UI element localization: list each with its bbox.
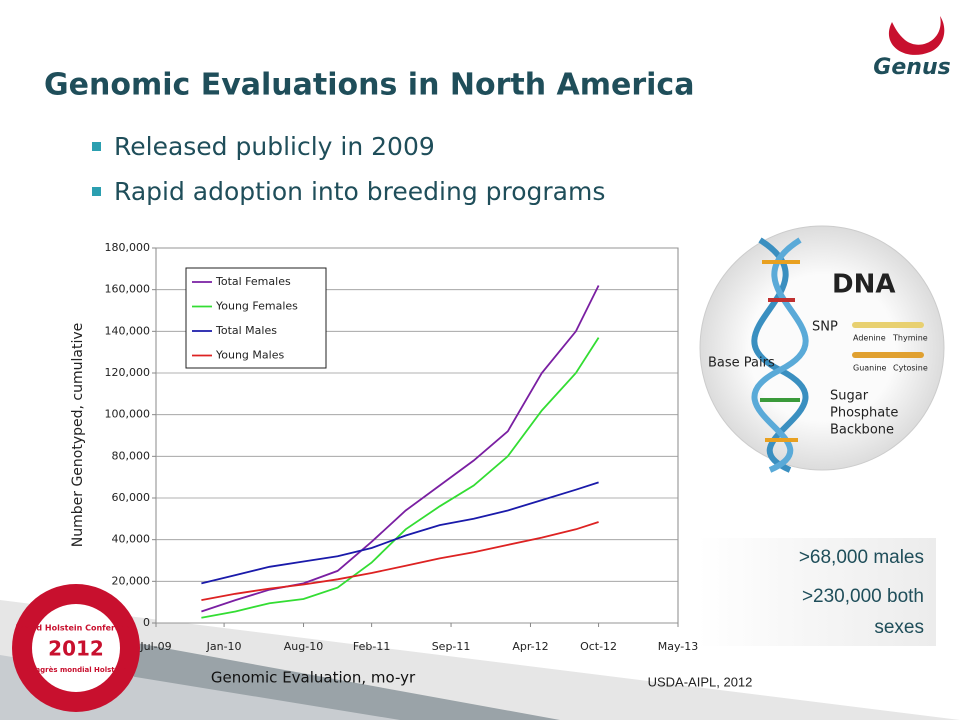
x-tick-label: Sep-11 [432, 640, 471, 653]
slide-title: Genomic Evaluations in North America [44, 68, 694, 103]
legend-label: Young Males [215, 349, 284, 362]
logo-text: Genus [873, 55, 950, 80]
x-tick-label: Jan-10 [206, 640, 242, 653]
bullet: Released publicly in 2009 [114, 132, 435, 161]
y-tick-label: 0 [143, 616, 150, 629]
y-axis-label: Number Genotyped, cumulative [70, 323, 86, 547]
logo-center [32, 604, 120, 692]
y-tick-label: 60,000 [112, 491, 151, 504]
dna-label: Thymine [892, 334, 928, 343]
x-tick-label: Oct-12 [580, 640, 617, 653]
dna-label: SNP [812, 320, 838, 335]
dna-circle [699, 225, 945, 471]
dna-label: Guanine [853, 364, 887, 373]
legend-label: Total Males [215, 324, 277, 337]
y-tick-label: 40,000 [112, 533, 151, 546]
source: USDA-AIPL, 2012 [648, 674, 753, 689]
logo-arc [888, 16, 945, 55]
series-line [201, 337, 600, 619]
bullet-marker [92, 187, 101, 196]
x-axis-label: Genomic Evaluation, mo-yr [211, 669, 416, 687]
x-tick-label: May-13 [658, 640, 699, 653]
base-bar [852, 322, 924, 328]
bullet-marker [92, 142, 101, 151]
legend-label: Young Females [215, 300, 298, 313]
legend-label: Total Females [215, 275, 291, 288]
logo-text: World Holstein Conference [16, 624, 137, 633]
x-tick-label: Jul-09 [139, 640, 171, 653]
x-tick-label: Feb-11 [353, 640, 390, 653]
dna-label: Base Pairs [708, 356, 775, 371]
series-line [201, 285, 600, 613]
x-tick-label: Aug-10 [284, 640, 323, 653]
base-bar [852, 352, 924, 358]
bullet: Rapid adoption into breeding programs [114, 177, 605, 206]
dna-figure: DNA SNP Base Pairs Adenine Thymine Guani… [699, 225, 945, 473]
y-tick-label: 120,000 [105, 366, 151, 379]
logo-year: 2012 [48, 637, 104, 661]
legend-box [185, 267, 327, 369]
y-tick-label: 20,000 [112, 574, 151, 587]
dna-label: Cytosine [893, 364, 928, 373]
conference-logo: World Holstein Conference 2012 Congrès m… [12, 584, 140, 712]
y-tick-label: 140,000 [105, 324, 151, 337]
dna-label: Sugar [830, 389, 869, 404]
callout-text: >230,000 both [802, 586, 924, 607]
series-line [201, 481, 599, 585]
logo-text: Congrès mondial Holstein [25, 666, 127, 674]
x-tick-label: Apr-12 [512, 640, 548, 653]
series-line [201, 521, 599, 601]
y-tick-label: 180,000 [105, 241, 151, 254]
y-tick-label: 80,000 [112, 449, 151, 462]
y-tick-label: 160,000 [105, 283, 151, 296]
callout-text: >68,000 males [799, 547, 924, 568]
callout-text: sexes [874, 617, 924, 638]
dna-title: DNA [832, 270, 895, 300]
y-tick-label: 100,000 [105, 408, 151, 421]
dna-label: Phosphate [830, 406, 898, 421]
dna-label: Adenine [853, 334, 886, 343]
callout-box [698, 538, 936, 646]
dna-label: Backbone [830, 423, 894, 438]
